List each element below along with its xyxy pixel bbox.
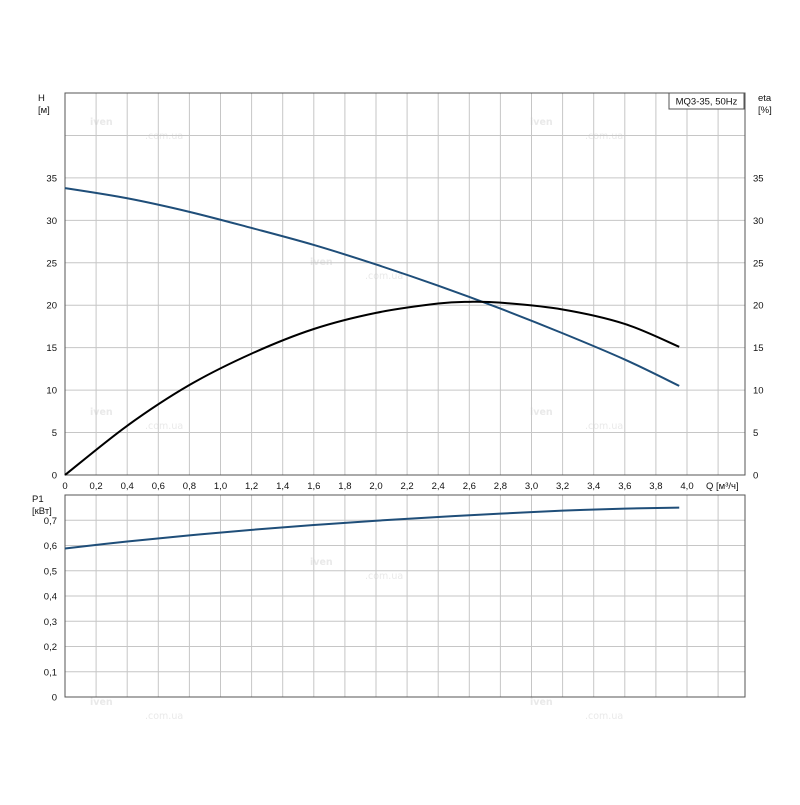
top-right-tick-label: 10 [753, 386, 764, 397]
x-tick-label: 4,0 [680, 481, 693, 492]
watermark-mark-sub: .com.ua [365, 271, 403, 282]
watermark-mark-sub: .com.ua [585, 711, 623, 722]
top-right-axis-label: eta [758, 93, 772, 104]
label-layer: 0 5 10 15 20 25 30 35 0 5 10 15 20 25 30 35 0 0,2 0,4 0,6 0,… [32, 93, 772, 704]
bottom-left-tick-label: 0,1 [44, 667, 57, 678]
top-left-tick-label: 35 [46, 173, 57, 184]
watermark-layer: iven .com.ua iven .com.ua iven .com.ua iven .co… [90, 117, 623, 722]
legend-box-frame [668, 92, 745, 110]
grid-layer [64, 92, 746, 698]
x-axis-label: Q [м³/ч] [706, 481, 739, 492]
watermark-mark: iven [530, 697, 553, 708]
x-tick-label: 2,2 [400, 481, 413, 492]
bottom-left-tick-label: 0,7 [44, 516, 57, 527]
top-right-tick-label: 30 [753, 216, 764, 227]
top-panel-frame [64, 92, 746, 476]
x-tick-label: 2,6 [463, 481, 476, 492]
x-tick-label: 3,2 [556, 481, 569, 492]
top-right-tick-label: 15 [753, 343, 764, 354]
bottom-left-tick-label: 0,5 [44, 566, 57, 577]
top-left-axis-label: [м] [38, 105, 50, 116]
top-left-tick-label: 0 [52, 471, 57, 482]
watermark-mark: iven [310, 557, 333, 568]
x-tick-label: 2,8 [494, 481, 507, 492]
power-curve [64, 506, 680, 550]
efficiency-curve [64, 300, 680, 476]
x-tick-label: 2,0 [369, 481, 382, 492]
bottom-left-tick-label: 0,4 [44, 592, 57, 603]
watermark-mark-sub: .com.ua [585, 421, 623, 432]
top-left-tick-label: 15 [46, 343, 57, 354]
top-left-tick-label: 10 [46, 386, 57, 397]
watermark-mark-sub: .com.ua [365, 571, 403, 582]
top-left-axis-label: H [38, 93, 45, 104]
bottom-left-tick-label: 0 [52, 693, 57, 704]
watermark-mark: iven [90, 697, 113, 708]
x-tick-label: 0,4 [121, 481, 134, 492]
x-tick-label: 0,8 [183, 481, 196, 492]
bottom-panel-frame [64, 494, 746, 698]
x-tick-label: 3,0 [525, 481, 538, 492]
watermark-mark-sub: .com.ua [145, 421, 183, 432]
watermark-mark-sub: .com.ua [145, 131, 183, 142]
watermark-mark: iven [530, 407, 553, 418]
head-curve [64, 187, 680, 387]
x-tick-label: 1,0 [214, 481, 227, 492]
top-left-tick-label: 30 [46, 216, 57, 227]
x-tick-label: 1,8 [338, 481, 351, 492]
top-left-tick-label: 20 [46, 301, 57, 312]
bottom-left-tick-label: 0,2 [44, 642, 57, 653]
x-tick-label: 0 [62, 481, 67, 492]
x-tick-label: 2,4 [432, 481, 445, 492]
top-left-tick-label: 5 [52, 428, 57, 439]
x-tick-label: 1,4 [276, 481, 289, 492]
top-right-tick-label: 35 [753, 173, 764, 184]
x-tick-label: 3,4 [587, 481, 600, 492]
watermark-mark: iven [90, 117, 113, 128]
bottom-left-tick-label: 0,3 [44, 617, 57, 628]
watermark-mark: iven [90, 407, 113, 418]
x-tick-label: 3,8 [649, 481, 662, 492]
top-left-tick-label: 25 [46, 258, 57, 269]
x-tick-label: 0,2 [89, 481, 102, 492]
bottom-left-axis-label: P1 [32, 494, 44, 505]
legend-box: MQ3-35, 50Hz [668, 92, 745, 110]
top-right-tick-label: 5 [753, 428, 758, 439]
x-tick-label: 3,6 [618, 481, 631, 492]
top-right-tick-label: 25 [753, 258, 764, 269]
watermark-mark-sub: .com.ua [145, 711, 183, 722]
bottom-left-axis-label: [кВт] [32, 506, 52, 517]
watermark-mark-sub: .com.ua [585, 131, 623, 142]
top-right-tick-label: 20 [753, 301, 764, 312]
series-layer [64, 187, 680, 550]
x-tick-label: 1,2 [245, 481, 258, 492]
top-right-tick-label: 0 [753, 471, 758, 482]
x-tick-label: 0,6 [152, 481, 165, 492]
top-right-axis-label: [%] [758, 105, 772, 116]
watermark-mark: iven [530, 117, 553, 128]
x-tick-label: 1,6 [307, 481, 320, 492]
bottom-left-tick-label: 0,6 [44, 541, 57, 552]
legend-box-label: MQ3-35, 50Hz [676, 97, 738, 108]
